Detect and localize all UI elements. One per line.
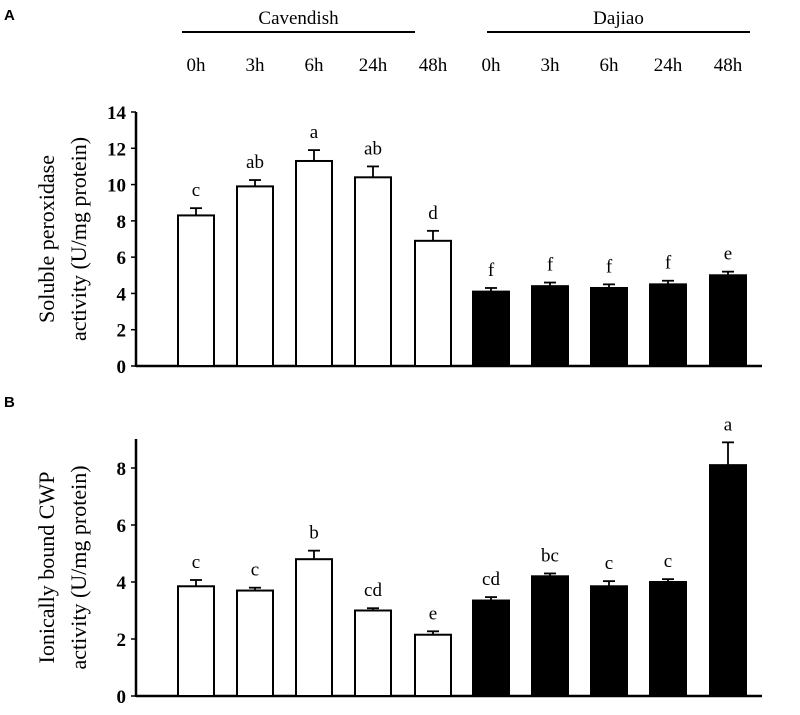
category-label: 48h [714,55,743,76]
bar [649,283,687,368]
y-tick-label: 4 [117,573,127,594]
category-label: 0h [482,55,502,76]
significance-letter: d [428,203,438,224]
panel-label: A [4,7,15,24]
y-axis-label: activity (U/mg protein) [66,465,91,669]
bar [236,185,274,367]
y-axis-label: Soluble peroxidase [34,155,59,323]
y-tick-label: 8 [117,212,127,233]
significance-letter: a [310,122,319,143]
bar [709,274,747,367]
category-label: 0h [187,55,207,76]
category-label: 3h [541,55,561,76]
significance-letter: bc [541,545,559,566]
y-tick-label: 0 [117,687,127,708]
significance-letter: e [724,244,732,265]
bar [472,290,510,367]
y-tick-label: 2 [117,630,127,651]
y-tick-label: 2 [117,321,127,342]
significance-letter: c [251,560,259,581]
bar [295,159,333,367]
bar [414,633,452,697]
bar [177,585,215,698]
y-tick-label: 6 [117,248,127,269]
bar [236,589,274,697]
significance-letter: e [429,603,437,624]
significance-letter: cd [482,569,500,590]
bar [295,558,333,698]
significance-letter: c [664,551,672,572]
significance-letter: c [605,553,613,574]
bar [531,575,569,697]
y-tick-label: 14 [107,103,127,124]
bar [472,599,510,698]
category-label: 24h [654,55,683,76]
significance-letter: a [724,414,733,435]
bar [354,176,392,367]
significance-letter: ab [246,152,264,173]
bar [590,585,628,698]
significance-letter: f [665,253,672,274]
significance-letter: cd [364,580,382,601]
bar [414,239,452,367]
category-label: 48h [419,55,448,76]
group-label: Cavendish [258,8,339,29]
significance-letter: c [192,552,200,573]
significance-letter: b [309,523,319,544]
bar [590,286,628,367]
y-axis-label: Ionically bound CWP [34,472,59,664]
y-axis-label: activity (U/mg protein) [66,137,91,341]
y-tick-label: 0 [117,357,127,378]
category-label: 24h [359,55,388,76]
significance-letter: f [606,256,613,277]
y-tick-label: 10 [107,176,126,197]
bar [531,285,569,367]
bar [709,464,747,697]
significance-letter: f [547,255,554,276]
bar [177,214,215,367]
category-label: 3h [246,55,266,76]
significance-letter: f [488,260,495,281]
bar [649,581,687,697]
significance-letter: c [192,180,200,201]
category-label: 6h [305,55,325,76]
panel-label: B [4,394,15,411]
significance-letter: ab [364,138,382,159]
y-tick-label: 12 [107,139,126,160]
y-tick-label: 4 [117,284,127,305]
group-label: Dajiao [593,8,644,29]
y-tick-label: 6 [117,516,127,537]
y-tick-label: 8 [117,459,127,480]
bar [354,609,392,697]
category-label: 6h [600,55,620,76]
